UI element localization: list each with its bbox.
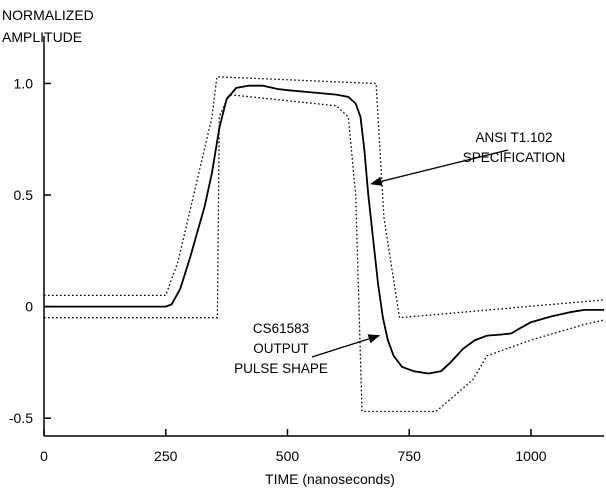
spec-upper-line [44,76,605,319]
annotation-arrow [311,334,381,358]
x-axis-title: TIME (nanoseconds) [265,471,395,487]
series-layer [44,76,605,413]
x-ticks: 0 250 500 750 1000 [40,429,547,464]
annotation-text: SPECIFICATION [463,150,566,165]
y-axis-title-line-1: NORMALIZED [2,7,94,23]
annotation-text: CS61583 [253,321,309,336]
x-tick-label: 500 [276,448,300,464]
annotation-text: OUTPUT [253,341,309,356]
annotation-text: PULSE SHAPE [234,361,328,376]
x-tick-label: 1000 [515,448,546,464]
y-tick-label: 0 [25,299,33,315]
x-tick-label: 0 [40,448,48,464]
y-tick-label: 1.0 [14,75,34,91]
annotation-text: ANSI T1.102 [475,130,552,145]
annotation-arrow [370,149,509,186]
y-tick-label: 0.5 [14,187,34,203]
x-tick-label: 250 [154,448,178,464]
y-axis-title: NORMALIZED AMPLITUDE [2,7,94,45]
output-pulse-line [44,84,604,375]
y-tick-label: -0.5 [9,410,33,426]
spec-lower-line [44,93,605,413]
y-axis-title-line-2: AMPLITUDE [2,29,82,45]
annotations-layer: ANSI T1.102 SPECIFICATION CS61583 OUTPUT PUL… [234,130,565,376]
x-tick-label: 750 [398,448,422,464]
